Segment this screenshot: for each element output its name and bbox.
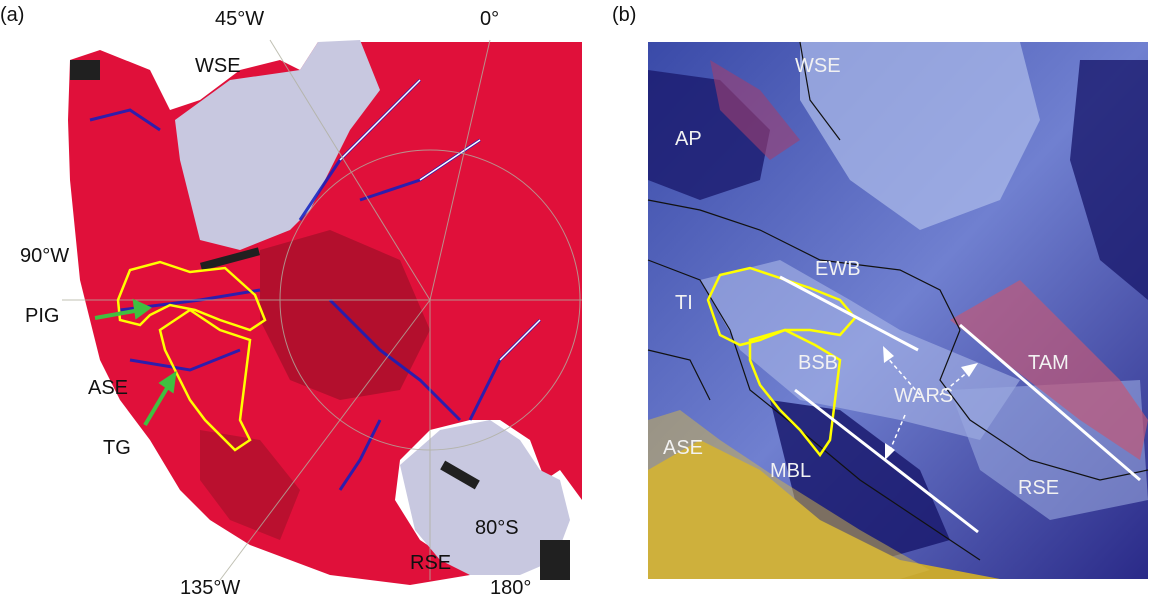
label-ase: ASE xyxy=(88,377,129,399)
label-90w: 90°W xyxy=(20,245,70,267)
label-rse-b: RSE xyxy=(1018,477,1060,499)
panel-a-map xyxy=(62,39,582,585)
label-tam: TAM xyxy=(1028,352,1069,374)
label-ewb: EWB xyxy=(815,258,861,280)
pig-arrow xyxy=(94,308,141,320)
label-ap: AP xyxy=(675,128,702,150)
panel-b: (b) WSE AP EWB TI BSB TAM WARS ASE MBL R… xyxy=(600,0,1156,603)
tg-arrow xyxy=(143,381,172,427)
label-0: 0° xyxy=(480,8,500,30)
label-rse: RSE xyxy=(410,552,452,574)
label-180: 180° xyxy=(490,577,532,599)
tg-basin-outline xyxy=(158,308,252,452)
panel-a-tag: (a) xyxy=(0,4,25,26)
rift-line-2 xyxy=(959,323,1141,482)
label-wse: WSE xyxy=(195,55,241,77)
wars-arrow-head-2 xyxy=(961,363,978,377)
panel-b-map xyxy=(600,0,1156,603)
label-45w: 45°W xyxy=(215,8,265,30)
rift-line-3 xyxy=(794,388,979,534)
label-pig: PIG xyxy=(25,305,60,327)
label-ti: TI xyxy=(675,292,693,314)
panel-b-tag: (b) xyxy=(612,4,637,26)
label-tg: TG xyxy=(103,437,131,459)
rift-line-1 xyxy=(779,275,919,352)
panel-a: (a) 45°W 0° WSE 90°W PIG ASE TG 80°S RSE… xyxy=(0,4,582,599)
ross-ice-shelf xyxy=(400,420,570,575)
label-wars: WARS xyxy=(894,385,954,407)
pig-basin-outline-b xyxy=(706,266,857,347)
pig-basin-outline xyxy=(116,260,267,332)
label-80s: 80°S xyxy=(475,517,519,539)
label-bsb: BSB xyxy=(798,352,839,374)
wars-arrow-head-3 xyxy=(885,443,895,460)
label-135w: 135°W xyxy=(180,577,241,599)
wars-arrow-head-1 xyxy=(883,346,894,363)
weddell-ice-shelf xyxy=(175,40,380,250)
label-ase-b: ASE xyxy=(663,437,704,459)
tg-basin-outline-b xyxy=(748,328,842,458)
label-mbl: MBL xyxy=(770,460,812,482)
label-wse-b: WSE xyxy=(795,55,841,77)
